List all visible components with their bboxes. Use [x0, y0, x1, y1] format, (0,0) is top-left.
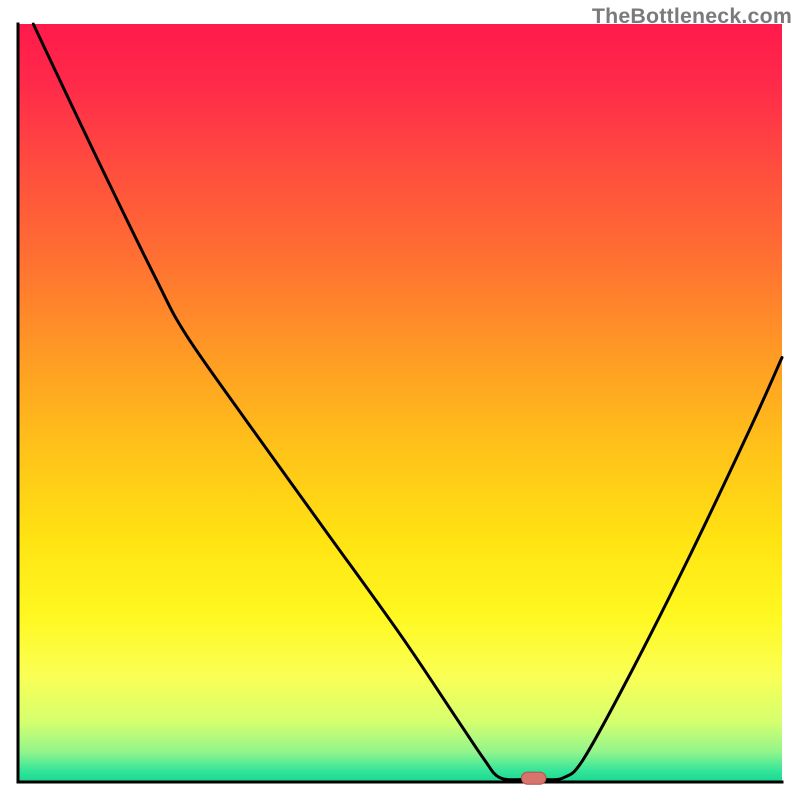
optimum-marker: [521, 772, 545, 784]
bottleneck-chart: [0, 0, 800, 800]
watermark-text: TheBottleneck.com: [592, 4, 792, 29]
plot-background-gradient: [18, 24, 782, 782]
